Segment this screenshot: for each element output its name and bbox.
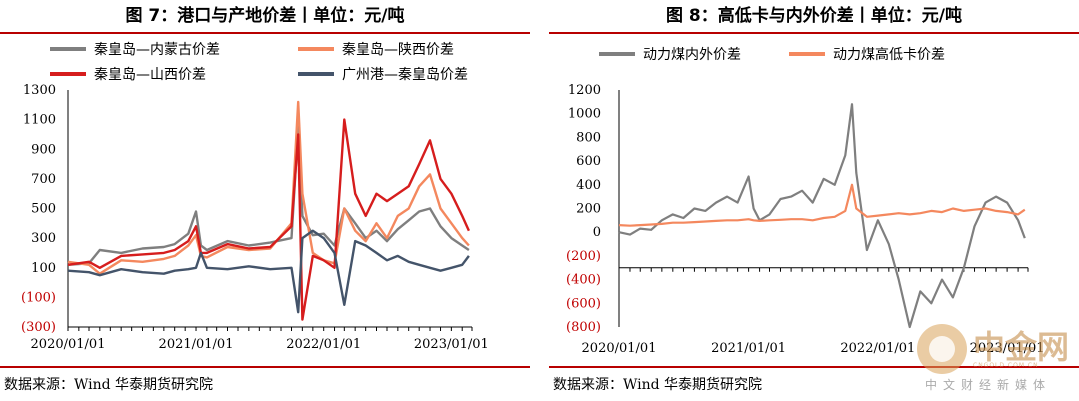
source-note: 数据来源：Wind 华泰期货研究院 bbox=[4, 377, 214, 393]
x-tick-label: 2022/01/01 bbox=[840, 341, 915, 356]
y-tick-label: (600) bbox=[566, 296, 601, 311]
y-tick-label: 500 bbox=[31, 202, 56, 217]
x-tick-label: 2020/01/01 bbox=[31, 337, 106, 352]
chart-title: 图 8：高低卡与内外价差丨单位：元/吨 bbox=[666, 6, 962, 26]
y-tick-label: 1000 bbox=[568, 107, 601, 122]
chart-plot-area: 1300 1100 900 700 500 300 100 (100) (300) 2020/01… bbox=[21, 42, 489, 352]
y-tick-label: 800 bbox=[576, 130, 601, 145]
watermark-domain: CNGOLD.COM.CN bbox=[973, 362, 1039, 369]
y-tick-label: (800) bbox=[566, 320, 601, 335]
right-chart-panel: 图 8：高低卡与内外价差丨单位：元/吨 1200 1000 800 600 400 200… bbox=[549, 0, 1079, 401]
legend-label: 动力煤高低卡价差 bbox=[833, 46, 945, 63]
y-tick-label: 600 bbox=[576, 154, 601, 169]
y-tick-label: 1200 bbox=[568, 83, 601, 98]
y-tick-label: 400 bbox=[576, 178, 601, 193]
y-tick-label: 700 bbox=[31, 172, 56, 187]
y-tick-label: (300) bbox=[21, 320, 56, 335]
y-tick-label: 300 bbox=[31, 231, 56, 246]
x-tick-label: 2021/01/01 bbox=[711, 341, 786, 356]
x-tick-label: 2022/01/01 bbox=[286, 337, 361, 352]
chart-plot-area: 1200 1000 800 600 400 200 0 (200) (400) (600) (800… bbox=[566, 46, 1045, 356]
series-line-1 bbox=[67, 125, 470, 266]
bottom-rule bbox=[549, 366, 1079, 368]
series-line-1 bbox=[618, 103, 1026, 329]
series-line-3 bbox=[67, 118, 470, 321]
title-rule bbox=[0, 32, 530, 34]
y-tick-label: 900 bbox=[31, 142, 56, 157]
source-note: 数据来源：Wind 华泰期货研究院 bbox=[553, 377, 763, 393]
legend-label: 动力煤内外价差 bbox=[643, 47, 741, 63]
watermark-logo: 中金网 CNGOLD.COM.CN 中文财经新媒体 bbox=[905, 318, 1075, 392]
watermark-name: 中金网 bbox=[973, 328, 1070, 366]
legend-label: 秦皇岛—陕西价差 bbox=[342, 42, 454, 58]
watermark-caption: 中文财经新媒体 bbox=[925, 378, 1052, 392]
series-line-2 bbox=[618, 183, 1026, 227]
x-tick-label: 2020/01/01 bbox=[582, 341, 657, 356]
chart-title: 图 7：港口与产地价差丨单位：元/吨 bbox=[125, 6, 405, 26]
y-tick-label: (100) bbox=[21, 290, 56, 305]
series-line-4 bbox=[67, 229, 470, 314]
left-chart-panel: 图 7：港口与产地价差丨单位：元/吨 1300 1100 900 700 500 300 1… bbox=[0, 0, 530, 401]
y-tick-label: 100 bbox=[31, 261, 56, 276]
y-tick-label: 0 bbox=[593, 225, 601, 240]
y-tick-label: 1300 bbox=[23, 83, 56, 98]
series-line-2 bbox=[67, 100, 470, 275]
x-tick-label: 2023/01/01 bbox=[414, 337, 489, 352]
legend-label: 秦皇岛—山西价差 bbox=[94, 67, 206, 83]
legend-label: 秦皇岛—内蒙古价差 bbox=[94, 42, 220, 58]
y-tick-label: 200 bbox=[576, 202, 601, 217]
x-tick-label: 2021/01/01 bbox=[159, 337, 234, 352]
bottom-rule bbox=[0, 366, 530, 368]
x-tick-label: 2023/01/01 bbox=[970, 341, 1045, 356]
legend-label: 广州港—秦皇岛价差 bbox=[342, 67, 468, 83]
watermark-emblem-inner bbox=[929, 336, 955, 362]
y-tick-label: (400) bbox=[566, 273, 601, 288]
y-tick-label: (200) bbox=[566, 249, 601, 264]
y-tick-label: 1100 bbox=[23, 113, 56, 128]
title-rule bbox=[549, 32, 1079, 34]
